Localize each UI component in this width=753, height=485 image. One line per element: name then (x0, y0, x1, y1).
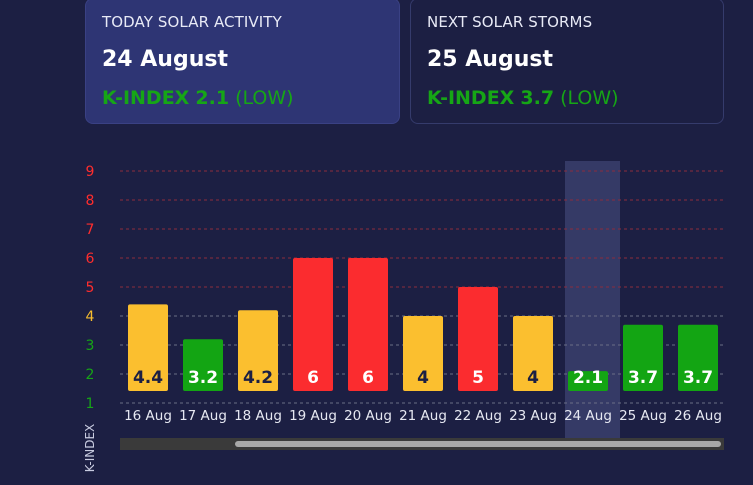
bar-22-aug (458, 287, 498, 391)
bar-26-aug (678, 324, 718, 391)
y-axis-label: K-INDEX (83, 424, 97, 473)
x-tick-label: 19 Aug (289, 408, 337, 424)
bar-value-label: 4 (527, 368, 539, 388)
y-tick-label: 2 (86, 367, 95, 383)
x-tick-label: 24 Aug (564, 408, 612, 424)
highlight-column (565, 161, 620, 438)
k-index-line: K-INDEX 2.1 (LOW) (102, 87, 383, 109)
bar-value-label: 5 (472, 368, 484, 388)
bar-25-aug (623, 324, 663, 391)
bar-value-label: 6 (307, 368, 319, 388)
x-tick-label: 20 Aug (344, 408, 392, 424)
card-date: 25 August (427, 47, 553, 72)
bar-value-label: 4 (417, 368, 429, 388)
card-title: NEXT SOLAR STORMS (427, 13, 593, 31)
bar-value-label: 4.2 (243, 368, 273, 388)
card-title: TODAY SOLAR ACTIVITY (102, 13, 282, 31)
bar-value-label: 3.2 (188, 368, 218, 388)
k-index-level: (LOW) (235, 87, 294, 109)
bar-16-aug (128, 304, 168, 391)
k-index-value: 3.7 (520, 87, 555, 109)
y-tick-label: 7 (86, 222, 95, 238)
bar-value-label: 3.7 (628, 368, 658, 388)
x-tick-label: 23 Aug (509, 408, 557, 424)
k-index-prefix: K-INDEX (102, 87, 190, 109)
y-tick-label: 3 (86, 338, 95, 354)
today-solar-activity-card[interactable]: TODAY SOLAR ACTIVITY 24 August K-INDEX 2… (85, 0, 400, 124)
x-tick-label: 26 Aug (674, 408, 722, 424)
y-tick-label: 5 (86, 280, 95, 296)
y-tick-label: 4 (86, 309, 95, 325)
bar-23-aug (513, 316, 553, 391)
k-index-level: (LOW) (560, 87, 619, 109)
y-tick-label: 8 (86, 193, 95, 209)
bar-value-label: 6 (362, 368, 374, 388)
bar-17-aug (183, 339, 223, 391)
bar-20-aug (348, 258, 388, 391)
x-tick-label: 21 Aug (399, 408, 447, 424)
next-solar-storms-card[interactable]: NEXT SOLAR STORMS 25 August K-INDEX 3.7 … (410, 0, 724, 124)
bar-value-label: 4.4 (133, 368, 163, 388)
bar-value-label: 2.1 (573, 368, 603, 388)
x-tick-label: 25 Aug (619, 408, 667, 424)
bar-21-aug (403, 316, 443, 391)
k-index-value: 2.1 (195, 87, 230, 109)
x-tick-label: 17 Aug (179, 408, 227, 424)
x-tick-label: 18 Aug (234, 408, 282, 424)
y-tick-label: 6 (86, 251, 95, 267)
y-tick-label: 1 (86, 396, 95, 412)
x-tick-label: 16 Aug (124, 408, 172, 424)
bar-19-aug (293, 258, 333, 391)
bar-24-aug (568, 371, 608, 391)
card-date: 24 August (102, 47, 228, 72)
bar-value-label: 3.7 (683, 368, 713, 388)
chart-scrollbar-thumb[interactable] (235, 441, 721, 447)
bar-18-aug (238, 310, 278, 391)
k-index-prefix: K-INDEX (427, 87, 515, 109)
x-tick-label: 22 Aug (454, 408, 502, 424)
y-tick-label: 9 (86, 164, 95, 180)
k-index-line: K-INDEX 3.7 (LOW) (427, 87, 707, 109)
